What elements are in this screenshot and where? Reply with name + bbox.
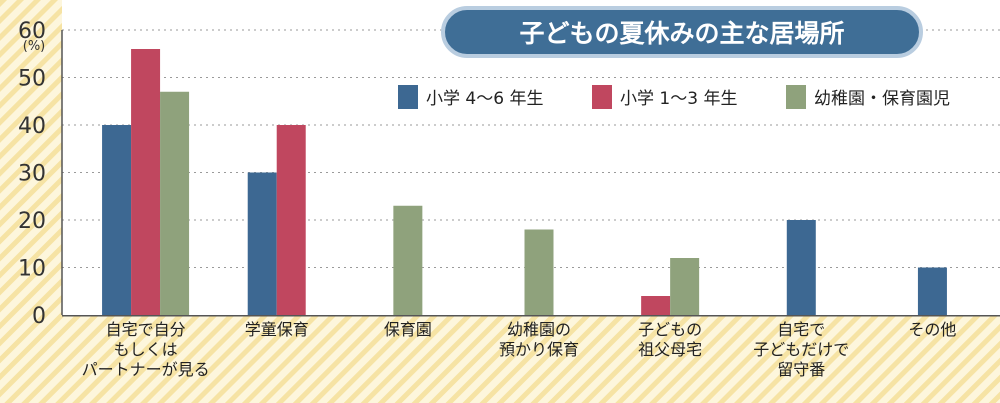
x-tick-label-line: 預かり保育 [499,340,579,359]
x-tick-label: 自宅で子どもだけで留守番 [753,320,849,379]
chart-title: 子どもの夏休みの主な居場所 [519,19,844,48]
x-tick-label-line: もしくは [114,340,178,359]
legend: 小学 4〜6 年生 小学 1〜3 年生 幼稚園・保育園児 [398,85,950,109]
bar-1-series-2 [131,49,161,315]
bar-4-series-3 [524,229,554,315]
bar-5-series-2 [641,296,671,315]
bar-3-series-3 [393,205,423,315]
bar-1-series-1 [102,125,132,315]
title-background [441,6,923,58]
y-tick-label: 40 [18,114,46,139]
x-tick-label: その他 [908,320,956,339]
y-tick-label: 50 [18,67,46,92]
y-tick-label: 0 [32,304,46,329]
x-tick-label: 幼稚園の預かり保育 [499,320,579,359]
bar-7-series-1 [917,267,947,315]
x-tick-label-line: 幼稚園の [507,320,571,339]
bar-6-series-1 [786,220,816,315]
legend-label-1: 小学 4〜6 年生 [426,89,543,109]
bar-1-series-3 [160,91,190,315]
legend-swatch-3 [786,85,806,109]
x-tick-labels: 自宅で自分もしくはパートナーが見る 学童保育 保育園 幼稚園の預かり保育 子どもの祖父母… [82,320,957,379]
legend-swatch-2 [592,85,612,109]
legend-label-2: 小学 1〜3 年生 [620,89,737,109]
x-tick-label-line: 保育園 [384,320,432,339]
y-tick-label: 60 [18,19,46,44]
y-tick-label: 10 [18,257,46,282]
x-tick-label: 自宅で自分もしくはパートナーが見る [82,320,210,379]
bars [62,49,1000,317]
x-tick-label-line: 子どもだけで [753,340,849,359]
y-tick-label: 30 [18,162,46,187]
bar-2-series-2 [276,125,306,315]
x-tick-label-line: 祖父母宅 [638,340,702,359]
x-tick-label: 学童保育 [245,320,309,339]
x-tick-label-line: 学童保育 [245,320,309,339]
legend-label-3: 幼稚園・保育園児 [814,89,950,109]
x-tick-label-line: 自宅で [777,320,825,339]
x-tick-label-line: その他 [908,320,956,339]
x-tick-label: 保育園 [384,320,432,339]
x-tick-label-line: 自宅で自分 [106,320,186,339]
x-tick-label-line: 子どもの [638,320,702,339]
legend-swatch-1 [398,85,418,109]
y-axis-unit: (%) [23,39,46,54]
y-tick-labels: 0 10 20 30 40 50 60 [18,19,46,329]
y-tick-label: 20 [18,209,46,234]
x-tick-label-line: 留守番 [777,360,825,379]
x-tick-label-line: パートナーが見る [82,360,210,379]
bar-5-series-3 [670,258,700,315]
title-badge: 子どもの夏休みの主な居場所 [441,6,923,58]
x-tick-label: 子どもの祖父母宅 [638,320,702,359]
bar-2-series-1 [247,172,277,315]
x-axis-line [62,315,1000,317]
